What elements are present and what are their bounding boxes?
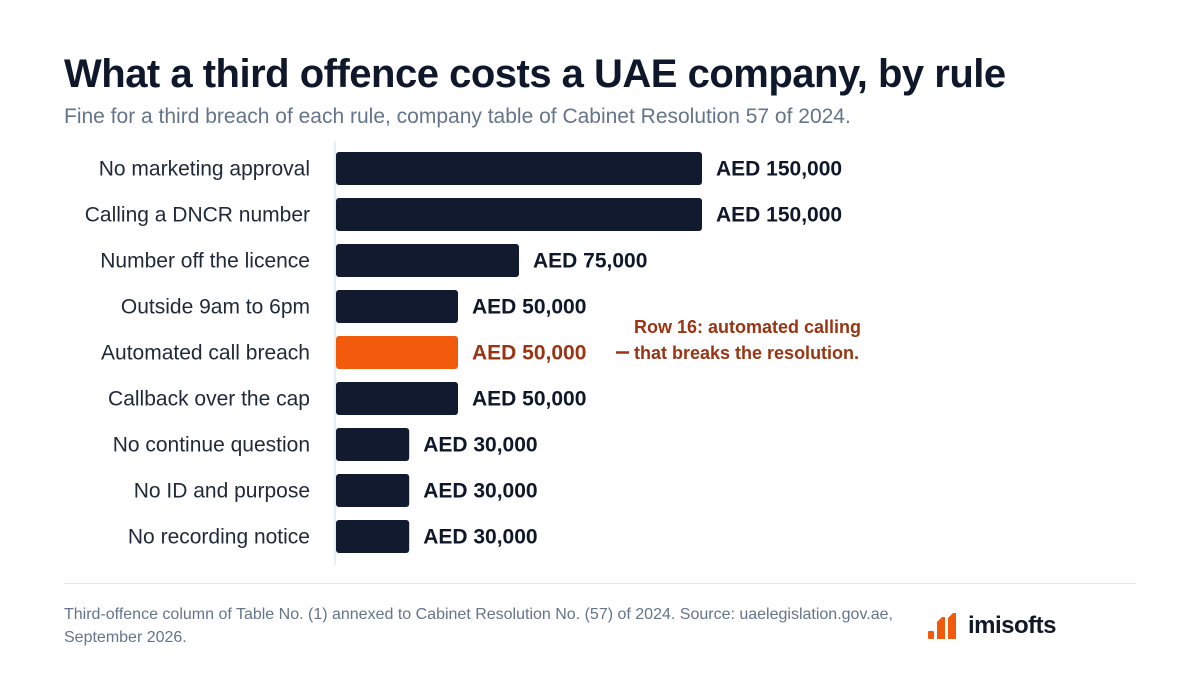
category-label: No continue question bbox=[113, 434, 310, 457]
bar bbox=[336, 244, 519, 277]
category-label: Outside 9am to 6pm bbox=[121, 296, 310, 319]
annotation-text: Row 16: automated calling bbox=[634, 317, 861, 337]
value-label: AED 150,000 bbox=[716, 158, 842, 181]
bar bbox=[336, 474, 410, 507]
category-label: Automated call breach bbox=[101, 342, 310, 365]
value-label: AED 50,000 bbox=[472, 342, 586, 365]
value-label: AED 50,000 bbox=[472, 296, 586, 319]
highlighted-bar bbox=[336, 336, 458, 369]
category-label: No ID and purpose bbox=[134, 480, 310, 503]
value-label: AED 75,000 bbox=[533, 250, 647, 273]
value-label: AED 50,000 bbox=[472, 388, 586, 411]
chart-title: What a third offence costs a UAE company… bbox=[64, 52, 1006, 96]
bar bbox=[336, 382, 458, 415]
bar-chart: No marketing approval AED 150,000 Calling … bbox=[85, 141, 861, 565]
bar bbox=[336, 428, 410, 461]
bar bbox=[336, 198, 702, 231]
brand-logo: imisofts bbox=[928, 612, 1057, 640]
source-note: Third-offence column of Table No. (1) an… bbox=[64, 606, 893, 646]
value-label: AED 30,000 bbox=[423, 480, 537, 503]
category-label: No marketing approval bbox=[99, 158, 310, 181]
category-label: Calling a DNCR number bbox=[85, 204, 310, 227]
category-label: No recording notice bbox=[128, 526, 310, 549]
brand-name: imisofts bbox=[968, 612, 1057, 639]
value-label: AED 30,000 bbox=[423, 434, 537, 457]
category-label: Number off the licence bbox=[100, 250, 310, 273]
imisofts-logo-mark-icon bbox=[928, 613, 956, 639]
footer-divider bbox=[64, 583, 1136, 584]
value-label: AED 30,000 bbox=[423, 526, 537, 549]
category-label: Callback over the cap bbox=[108, 388, 310, 411]
bar bbox=[336, 290, 458, 323]
annotation-text: that breaks the resolution. bbox=[634, 343, 859, 363]
chart-subtitle: Fine for a third breach of each rule, co… bbox=[64, 105, 851, 128]
bar bbox=[336, 152, 702, 185]
value-label: AED 150,000 bbox=[716, 204, 842, 227]
bar bbox=[336, 520, 410, 553]
